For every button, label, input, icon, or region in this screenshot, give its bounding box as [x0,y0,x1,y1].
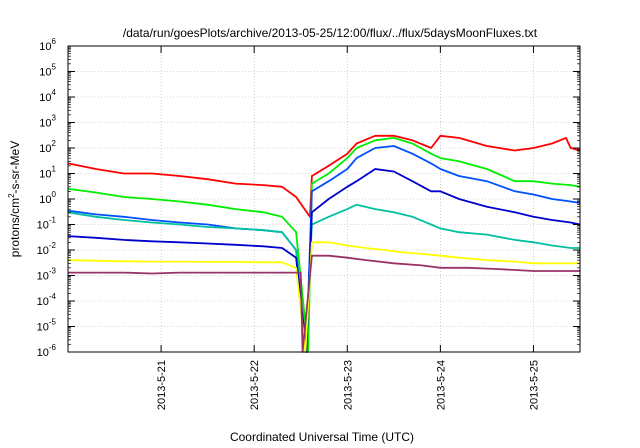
y-tick-label-exponent: 6 [52,37,57,46]
y-tick-label-base: 10 [39,41,51,53]
y-tick-label: 10-6 [37,343,57,359]
y-tick-label: 100 [39,190,56,206]
y-tick-label: 106 [39,37,56,53]
y-tick-label-exponent: 2 [52,139,57,148]
series-line-6 [67,241,580,353]
y-axis-label-main: protons/cm [8,198,22,257]
y-axis-label: protons/cm2-s-sr-MeV [7,141,22,257]
series-line-2 [67,136,581,353]
x-tick-label: 2013-5-21 [156,360,168,410]
y-tick-label-base: 10 [39,118,51,130]
y-axis-label-rest: -s-sr-MeV [8,141,22,194]
y-tick-label: 10-2 [37,241,57,257]
x-tick-label: 2013-5-22 [249,360,261,410]
x-tick-label: 2013-5-23 [342,360,354,410]
y-tick-label-base: 10 [37,245,49,257]
series-layer [67,134,581,353]
series-line-1 [67,134,581,218]
y-tick-label: 10-3 [37,267,57,283]
y-tick-label: 105 [39,63,56,79]
y-tick-label-base: 10 [37,347,49,359]
series-line-5 [67,168,581,353]
x-axis: 2013-5-21 2013-5-22 2013-5-23 2013-5-24 2013… [156,46,540,410]
y-axis-label-sup: 2 [7,193,16,198]
y-tick-label-base: 10 [37,220,49,232]
y-tick-label-base: 10 [39,194,51,206]
y-tick-label: 102 [39,139,56,155]
y-tick-label-exponent: -2 [49,241,57,250]
y-tick-label-exponent: -6 [49,343,57,352]
y-tick-label-exponent: -1 [49,216,57,225]
y-tick-label: 10-5 [37,318,57,334]
x-tick-label: 2013-5-24 [435,360,447,410]
chart-title: /data/run/goesPlots/archive/2013-05-25/1… [123,26,538,40]
y-tick-label-exponent: 5 [52,63,57,72]
y-tick-label-base: 10 [39,92,51,104]
y-tick-label-base: 10 [37,271,49,283]
y-tick-label-base: 10 [37,296,49,308]
y-tick-label-exponent: -5 [49,318,57,327]
y-tick-label-base: 10 [39,143,51,155]
y-axis: 10-610-510-410-310-210-11001011021031041… [37,37,580,359]
y-tick-label: 101 [39,165,56,181]
y-tick-label-base: 10 [39,67,51,79]
y-tick-label-exponent: 4 [52,88,57,97]
y-tick-label-exponent: 3 [52,114,57,123]
y-tick-label: 103 [39,114,56,130]
y-tick-label-base: 10 [37,322,49,334]
y-tick-label: 10-4 [37,292,57,308]
x-tick-label: 2013-5-25 [528,360,540,410]
x-axis-label: Coordinated Universal Time (UTC) [230,430,414,444]
y-tick-label: 104 [39,88,56,104]
y-tick-label-exponent: 0 [52,190,57,199]
series-line-7 [68,254,580,353]
y-tick-label-exponent: -3 [49,267,57,276]
y-tick-label-base: 10 [39,169,51,181]
y-tick-label-exponent: 1 [52,165,57,174]
series-line-4 [67,203,580,353]
y-tick-label: 10-1 [37,216,57,232]
series-line-3 [67,145,581,353]
y-tick-label-exponent: -4 [49,292,57,301]
